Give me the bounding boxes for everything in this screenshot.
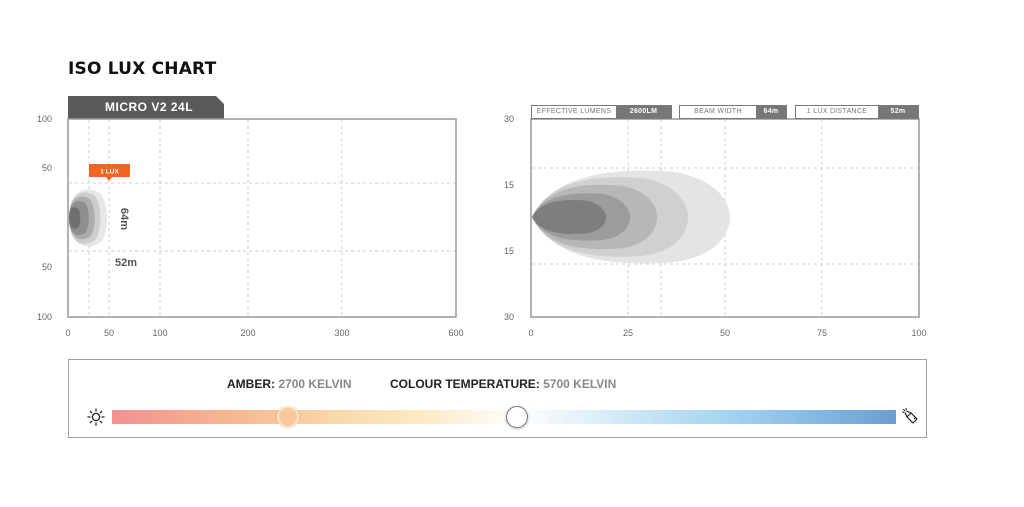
stat-effective-lumens: EFFECTIVE LUMENS 2600LM <box>531 105 672 119</box>
x-tick-label: 100 <box>152 328 167 338</box>
stat-1lux-distance: 1 LUX DISTANCE 52m <box>795 105 919 119</box>
page-title: ISO LUX CHART <box>68 59 217 79</box>
x-axis-ticks: 0 25 50 75 100 <box>528 328 926 338</box>
y-tick-label: 15 <box>504 246 514 256</box>
flashlight-icon <box>902 408 918 424</box>
colour-temperature-gradient <box>112 410 896 424</box>
x-tick-label: 100 <box>911 328 926 338</box>
x-axis-ticks: 0 50 100 200 300 600 <box>65 328 463 338</box>
y-tick-label: 15 <box>504 180 514 190</box>
stat-beam-width: BEAM WIDTH 64m <box>679 105 787 119</box>
x-tick-label: 300 <box>334 328 349 338</box>
lux-contour <box>69 207 81 229</box>
beam-pattern <box>69 189 107 247</box>
amber-value: 2700 KELVIN <box>278 377 352 391</box>
x-tick-label: 25 <box>623 328 633 338</box>
x-tick-label: 0 <box>65 328 70 338</box>
y-tick-label: 50 <box>42 163 52 173</box>
colour-temperature: COLOUR TEMPERATURE: 5700 KELVIN <box>390 377 616 391</box>
x-tick-label: 50 <box>720 328 730 338</box>
y-tick-label: 100 <box>37 114 52 124</box>
y-tick-label: 30 <box>504 114 514 124</box>
colour-temperature-label: COLOUR TEMPERATURE: <box>390 377 540 391</box>
lux-contour <box>532 199 606 235</box>
stat-label: BEAM WIDTH <box>694 108 742 115</box>
amber-label: AMBER: <box>227 377 275 391</box>
beam-pattern <box>532 170 730 264</box>
stat-value: 52m <box>878 106 918 118</box>
amber-temperature: AMBER: 2700 KELVIN <box>227 377 352 391</box>
lux-distance-label: 52m <box>115 257 137 269</box>
x-tick-label: 600 <box>448 328 463 338</box>
stat-label: 1 LUX DISTANCE <box>806 108 868 115</box>
y-tick-label: 30 <box>504 312 514 322</box>
x-tick-label: 75 <box>817 328 827 338</box>
amber-handle[interactable] <box>277 406 300 428</box>
chart-frame <box>67 118 457 318</box>
colour-temperature-value: 5700 KELVIN <box>543 377 617 391</box>
lux-callout-label: 1 LUX <box>100 169 119 176</box>
colour-temperature-handle[interactable] <box>506 406 529 428</box>
y-axis-ticks: 100 50 50 100 <box>37 114 52 322</box>
model-tab[interactable]: MICRO V2 24L <box>68 96 224 119</box>
y-tick-label: 100 <box>37 312 52 322</box>
stat-value: 64m <box>756 106 786 118</box>
x-tick-label: 50 <box>104 328 114 338</box>
x-tick-label: 0 <box>528 328 533 338</box>
y-tick-label: 50 <box>42 262 52 272</box>
lux-callout-box <box>89 164 130 177</box>
x-tick-label: 200 <box>240 328 255 338</box>
y-axis-ticks: 30 15 15 30 <box>504 114 514 322</box>
sun-icon <box>87 408 105 426</box>
stat-value: 2600LM <box>616 106 671 118</box>
lux-callout: 1 LUX <box>89 164 130 181</box>
colour-temperature-panel: AMBER: 2700 KELVIN COLOUR TEMPERATURE: 5… <box>68 359 927 438</box>
beam-width-label: 64m <box>118 208 130 230</box>
stat-label: EFFECTIVE LUMENS <box>536 108 612 115</box>
lux-callout-pointer <box>106 177 112 181</box>
